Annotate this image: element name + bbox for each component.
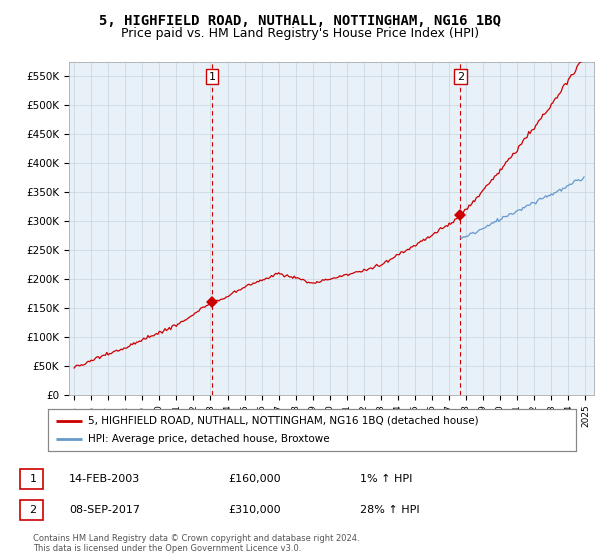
Text: 5, HIGHFIELD ROAD, NUTHALL, NOTTINGHAM, NG16 1BQ: 5, HIGHFIELD ROAD, NUTHALL, NOTTINGHAM, … <box>99 14 501 28</box>
Text: HPI: Average price, detached house, Broxtowe: HPI: Average price, detached house, Brox… <box>88 434 329 444</box>
Text: 5, HIGHFIELD ROAD, NUTHALL, NOTTINGHAM, NG16 1BQ (detached house): 5, HIGHFIELD ROAD, NUTHALL, NOTTINGHAM, … <box>88 416 478 426</box>
Text: 28% ↑ HPI: 28% ↑ HPI <box>360 505 419 515</box>
Text: 1% ↑ HPI: 1% ↑ HPI <box>360 474 412 484</box>
Text: Contains HM Land Registry data © Crown copyright and database right 2024.
This d: Contains HM Land Registry data © Crown c… <box>33 534 359 553</box>
Text: 1: 1 <box>208 72 215 82</box>
Text: 14-FEB-2003: 14-FEB-2003 <box>69 474 140 484</box>
Text: £160,000: £160,000 <box>228 474 281 484</box>
Text: 08-SEP-2017: 08-SEP-2017 <box>69 505 140 515</box>
Text: 1: 1 <box>29 474 37 484</box>
Text: Price paid vs. HM Land Registry's House Price Index (HPI): Price paid vs. HM Land Registry's House … <box>121 27 479 40</box>
Text: 2: 2 <box>29 505 37 515</box>
Text: £310,000: £310,000 <box>228 505 281 515</box>
Text: 2: 2 <box>457 72 464 82</box>
